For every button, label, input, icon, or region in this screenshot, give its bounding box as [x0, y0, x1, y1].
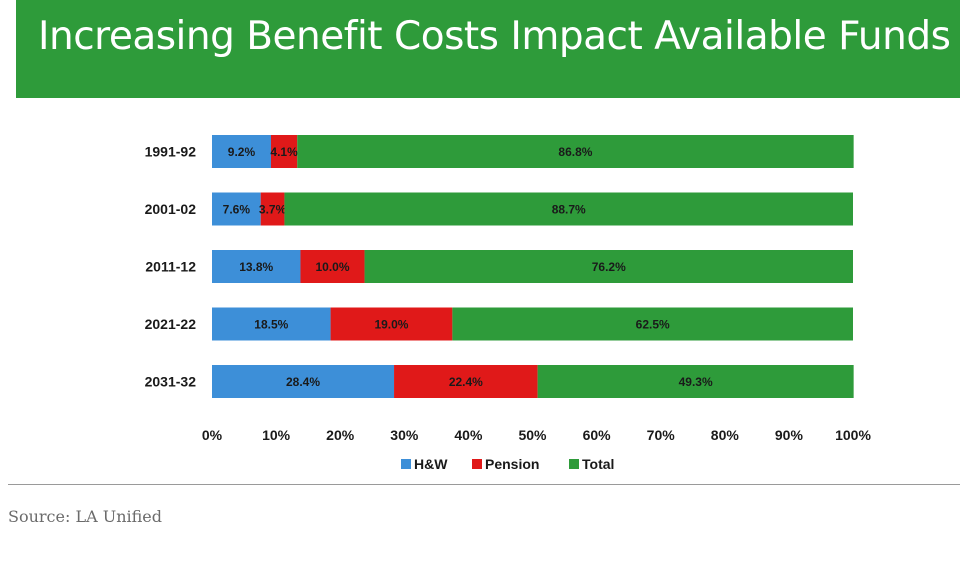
stacked-bar-chart: 1991-92 9.2% 4.1% 86.8% 2001-02 7.6% 3.7% 88.7%… [145, 135, 871, 472]
x-tick-label: 40% [454, 427, 483, 443]
bar-segment-pension [300, 250, 365, 283]
bar-segment-total [364, 250, 853, 283]
legend-swatch-hw [401, 459, 411, 469]
data-label: 49.3% [679, 375, 713, 389]
legend-label: Pension [485, 456, 539, 472]
page-title: Increasing Benefit Costs Impact Availabl… [38, 14, 951, 59]
data-label: 9.2% [228, 145, 256, 159]
data-label: 22.4% [449, 375, 483, 389]
bar-segment-hw [212, 365, 395, 398]
bar-segment-total [297, 135, 854, 168]
category-label: 1991-92 [145, 144, 197, 160]
bar-segment-pension [394, 365, 538, 398]
x-tick-label: 20% [326, 427, 355, 443]
legend-label: H&W [414, 456, 448, 472]
bar-segment-hw [212, 307, 331, 341]
data-label: 7.6% [223, 203, 251, 217]
bar-segment-pension [330, 307, 453, 341]
category-label: 2001-02 [145, 201, 197, 217]
data-label: 76.2% [592, 260, 626, 274]
x-tick-label: 100% [835, 427, 871, 443]
data-label: 28.4% [286, 375, 320, 389]
x-tick-label: 10% [262, 427, 291, 443]
data-label: 62.5% [636, 318, 670, 332]
x-tick-label: 30% [390, 427, 419, 443]
data-label: 3.7% [259, 203, 287, 217]
x-tick-label: 0% [202, 427, 223, 443]
bar-segment-hw [212, 250, 301, 283]
x-tick-label: 50% [518, 427, 547, 443]
bar-segment-total [284, 192, 854, 226]
legend-swatch-total [569, 459, 579, 469]
bar-segment-total [452, 307, 853, 341]
bar-segment-hw [212, 135, 271, 168]
data-label: 13.8% [239, 260, 273, 274]
bar-segment-pension [260, 192, 285, 226]
x-tick-label: 90% [775, 427, 804, 443]
category-label: 2031-32 [145, 374, 197, 390]
data-label: 86.8% [558, 145, 592, 159]
x-tick-label: 70% [647, 427, 676, 443]
x-tick-label: 60% [583, 427, 612, 443]
data-label: 18.5% [254, 318, 288, 332]
legend-label: Total [582, 456, 614, 472]
title-bar: Increasing Benefit Costs Impact Availabl… [16, 0, 960, 98]
x-tick-label: 80% [711, 427, 740, 443]
bar-segment-total [537, 365, 854, 398]
bar-segment-hw [212, 192, 261, 226]
source-note: Source: LA Unified [8, 507, 163, 526]
category-label: 2021-22 [145, 316, 197, 332]
data-label: 4.1% [270, 145, 298, 159]
legend-swatch-pension [472, 459, 482, 469]
divider [8, 484, 960, 485]
data-label: 10.0% [315, 260, 349, 274]
data-label: 88.7% [552, 203, 586, 217]
bar-segment-pension [270, 135, 298, 168]
category-label: 2011-12 [145, 259, 196, 275]
data-label: 19.0% [374, 318, 408, 332]
